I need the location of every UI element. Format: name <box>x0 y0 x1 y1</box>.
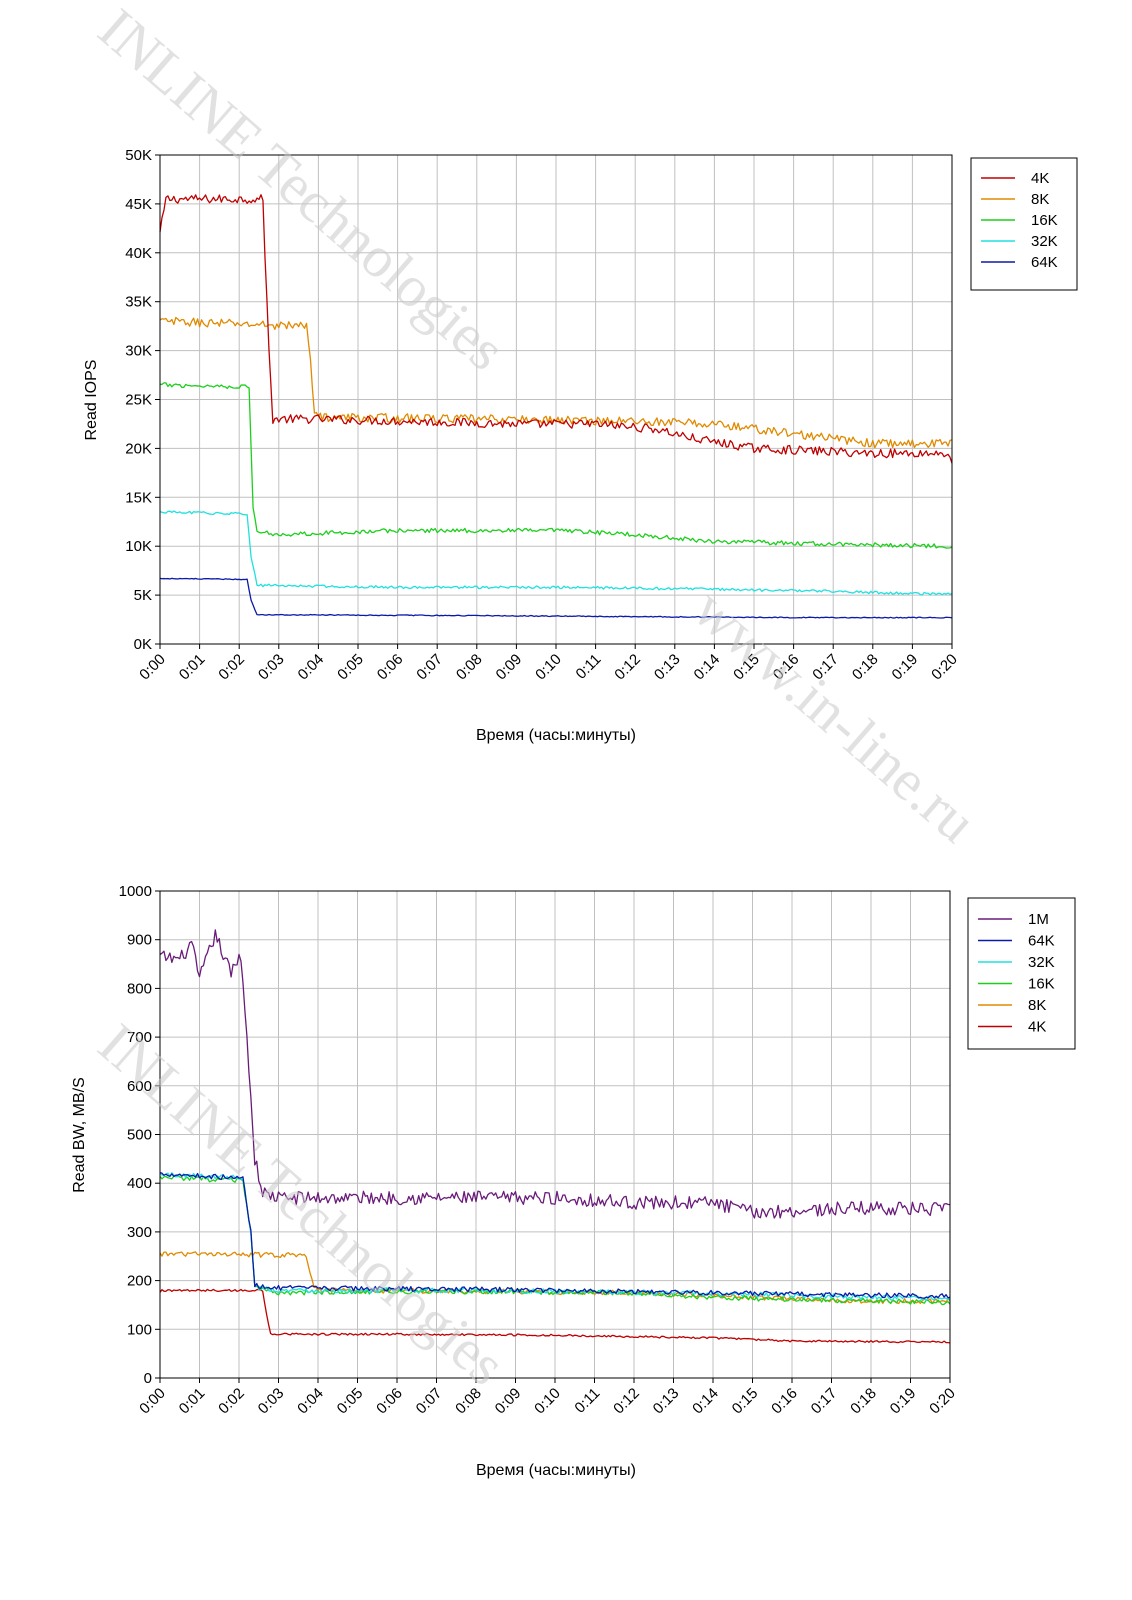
x-tick-label: 0:10 <box>531 1385 564 1418</box>
series-line-4k <box>159 1288 951 1344</box>
x-tick-label: 0:11 <box>573 651 605 683</box>
x-tick-label: 0:14 <box>689 1385 722 1418</box>
y-axis-label: Read BW, MB/S <box>71 1077 88 1193</box>
y-tick-label: 400 <box>127 1175 152 1192</box>
legend-box <box>970 157 1078 291</box>
legend-entry: 32K <box>1028 954 1055 971</box>
x-tick-label: 0:05 <box>334 1385 367 1418</box>
series-line-16k <box>159 382 953 549</box>
x-axis-label: Время (часы:минуты) <box>476 727 636 744</box>
x-tick-label: 0:17 <box>808 1385 841 1418</box>
y-tick-label: 1000 <box>119 883 152 900</box>
x-axis-label: Время (часы:минуты) <box>476 1462 636 1479</box>
y-tick-label: 50K <box>125 147 152 164</box>
x-tick-label: 0:02 <box>215 1385 248 1418</box>
iops-chart: 0K 5K 10K 15K 20K 25K 30K 35K 40K 45K 50K 0:00 0:01… <box>83 147 1078 744</box>
legend-entry: 16K <box>1028 976 1055 993</box>
x-tick-label: 0:18 <box>847 1385 880 1418</box>
y-tick-label: 20K <box>125 440 152 457</box>
x-tick-label: 0:04 <box>295 651 328 684</box>
y-tick-labels: 0K 5K 10K 15K 20K 25K 30K 35K 40K 45K 50K <box>125 147 160 653</box>
series-line-4k <box>159 194 953 464</box>
x-tick-label: 0:12 <box>611 651 644 684</box>
legend-entry: 1M <box>1028 911 1049 928</box>
y-tick-label: 0K <box>134 636 152 653</box>
y-tick-label: 10K <box>125 538 152 555</box>
y-tick-label: 700 <box>127 1029 152 1046</box>
x-tick-label: 0:00 <box>136 1385 169 1418</box>
x-tick-label: 0:20 <box>928 651 961 684</box>
legend: 4K 8K 16K 32K 64K <box>970 157 1078 291</box>
x-tick-label: 0:19 <box>887 1385 920 1418</box>
x-tick-label: 0:19 <box>889 651 922 684</box>
x-tick-label: 0:16 <box>768 1385 801 1418</box>
legend-entry: 16K <box>1031 212 1058 229</box>
y-tick-label: 100 <box>127 1321 152 1338</box>
legend-entry: 32K <box>1031 233 1058 250</box>
x-tick-label: 0:11 <box>571 1385 603 1417</box>
y-tick-label: 0 <box>144 1370 152 1387</box>
legend-entry: 8K <box>1031 191 1049 208</box>
legend: 1M 64K 32K 16K 8K 4K <box>967 897 1076 1050</box>
grid <box>160 891 950 1378</box>
x-tick-label: 0:03 <box>255 651 288 684</box>
legend-entry: 4K <box>1028 1019 1046 1036</box>
y-tick-label: 900 <box>127 932 152 949</box>
y-tick-label: 30K <box>125 343 152 360</box>
series-line-1m <box>159 929 951 1219</box>
x-tick-label: 0:12 <box>610 1385 643 1418</box>
y-tick-label: 200 <box>127 1273 152 1290</box>
series-line-32k <box>159 510 953 596</box>
y-tick-label: 15K <box>125 489 152 506</box>
x-tick-label: 0:08 <box>453 651 486 684</box>
x-tick-label: 0:06 <box>374 651 407 684</box>
y-tick-label: 300 <box>127 1224 152 1241</box>
y-tick-label: 600 <box>127 1078 152 1095</box>
legend-entry: 8K <box>1028 997 1046 1014</box>
y-tick-label: 5K <box>134 587 152 604</box>
series-line-8k <box>159 316 953 449</box>
x-tick-label: 0:20 <box>926 1385 959 1418</box>
x-tick-label: 0:10 <box>532 651 565 684</box>
x-tick-label: 0:06 <box>373 1385 406 1418</box>
x-tick-label: 0:09 <box>493 651 526 684</box>
x-tick-label: 0:03 <box>255 1385 288 1418</box>
y-tick-labels: 0 100 200 300 400 500 600 700 800 900 1000 <box>119 883 160 1387</box>
y-tick-label: 45K <box>125 196 152 213</box>
legend-box <box>967 897 1076 1050</box>
x-tick-label: 0:04 <box>294 1385 327 1418</box>
x-tick-label: 0:02 <box>215 651 248 684</box>
y-tick-label: 25K <box>125 392 152 409</box>
legend-entry: 4K <box>1031 170 1049 187</box>
y-tick-label: 500 <box>127 1127 152 1144</box>
x-tick-label: 0:01 <box>176 1385 209 1418</box>
legend-entry: 64K <box>1028 933 1055 950</box>
series-layer <box>159 929 951 1344</box>
y-axis-label: Read IOPS <box>83 360 100 441</box>
x-tick-label: 0:01 <box>176 651 209 684</box>
x-tick-label: 0:13 <box>651 651 684 684</box>
x-tick-label: 0:18 <box>849 651 882 684</box>
series-layer <box>159 194 953 619</box>
series-line-64k <box>159 1171 951 1299</box>
x-tick-labels: 0:00 0:01 0:02 0:03 0:04 0:05 0:06 0:07 0:08 0:09… <box>136 1378 959 1417</box>
x-tick-label: 0:07 <box>413 1385 446 1418</box>
series-line-16k <box>159 1175 951 1306</box>
x-tick-label: 0:00 <box>136 651 169 684</box>
x-tick-label: 0:09 <box>492 1385 525 1418</box>
series-line-32k <box>159 1172 951 1302</box>
y-tick-label: 40K <box>125 245 152 262</box>
x-tick-label: 0:05 <box>334 651 367 684</box>
series-line-64k <box>159 577 953 619</box>
y-tick-label: 800 <box>127 980 152 997</box>
x-tick-label: 0:13 <box>650 1385 683 1418</box>
y-tick-label: 35K <box>125 294 152 311</box>
grid <box>160 155 952 644</box>
x-tick-label: 0:15 <box>729 1385 762 1418</box>
legend-entry: 64K <box>1031 254 1058 271</box>
x-tick-label: 0:07 <box>413 651 446 684</box>
